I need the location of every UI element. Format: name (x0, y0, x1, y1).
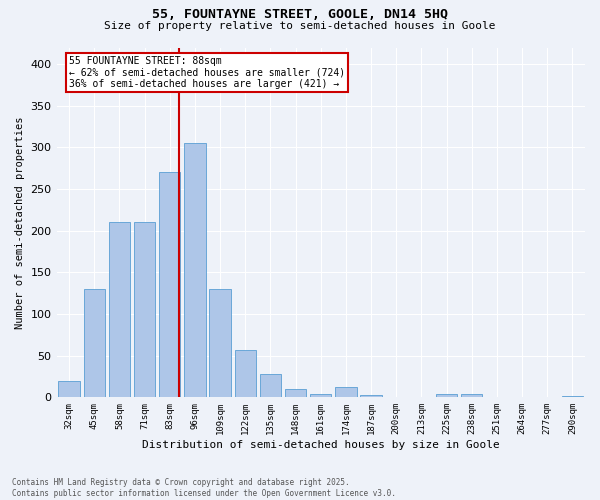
Text: Size of property relative to semi-detached houses in Goole: Size of property relative to semi-detach… (104, 21, 496, 31)
Bar (184, 144, 206, 398)
Bar (436, 394, 457, 398)
Text: Contains HM Land Registry data © Crown copyright and database right 2025.
Contai: Contains HM Land Registry data © Crown c… (12, 478, 396, 498)
Bar (361, 395, 382, 398)
Bar (134, 222, 155, 398)
Text: 55, FOUNTAYNE STREET, GOOLE, DN14 5HQ: 55, FOUNTAYNE STREET, GOOLE, DN14 5HQ (152, 8, 448, 20)
Bar (235, 350, 256, 398)
Bar (83, 289, 105, 398)
Bar (310, 394, 331, 398)
Text: 55 FOUNTAYNE STREET: 88sqm
← 62% of semi-detached houses are smaller (724)
36% o: 55 FOUNTAYNE STREET: 88sqm ← 62% of semi… (69, 56, 345, 89)
Y-axis label: Number of semi-detached properties: Number of semi-detached properties (15, 116, 25, 328)
Bar (285, 389, 307, 398)
Bar (562, 396, 583, 398)
Bar (58, 380, 80, 398)
Bar (159, 172, 181, 398)
X-axis label: Distribution of semi-detached houses by size in Goole: Distribution of semi-detached houses by … (142, 440, 500, 450)
Bar (335, 386, 356, 398)
Bar (209, 289, 231, 398)
Bar (486, 396, 508, 398)
Bar (461, 394, 482, 398)
Bar (109, 222, 130, 398)
Bar (260, 374, 281, 398)
